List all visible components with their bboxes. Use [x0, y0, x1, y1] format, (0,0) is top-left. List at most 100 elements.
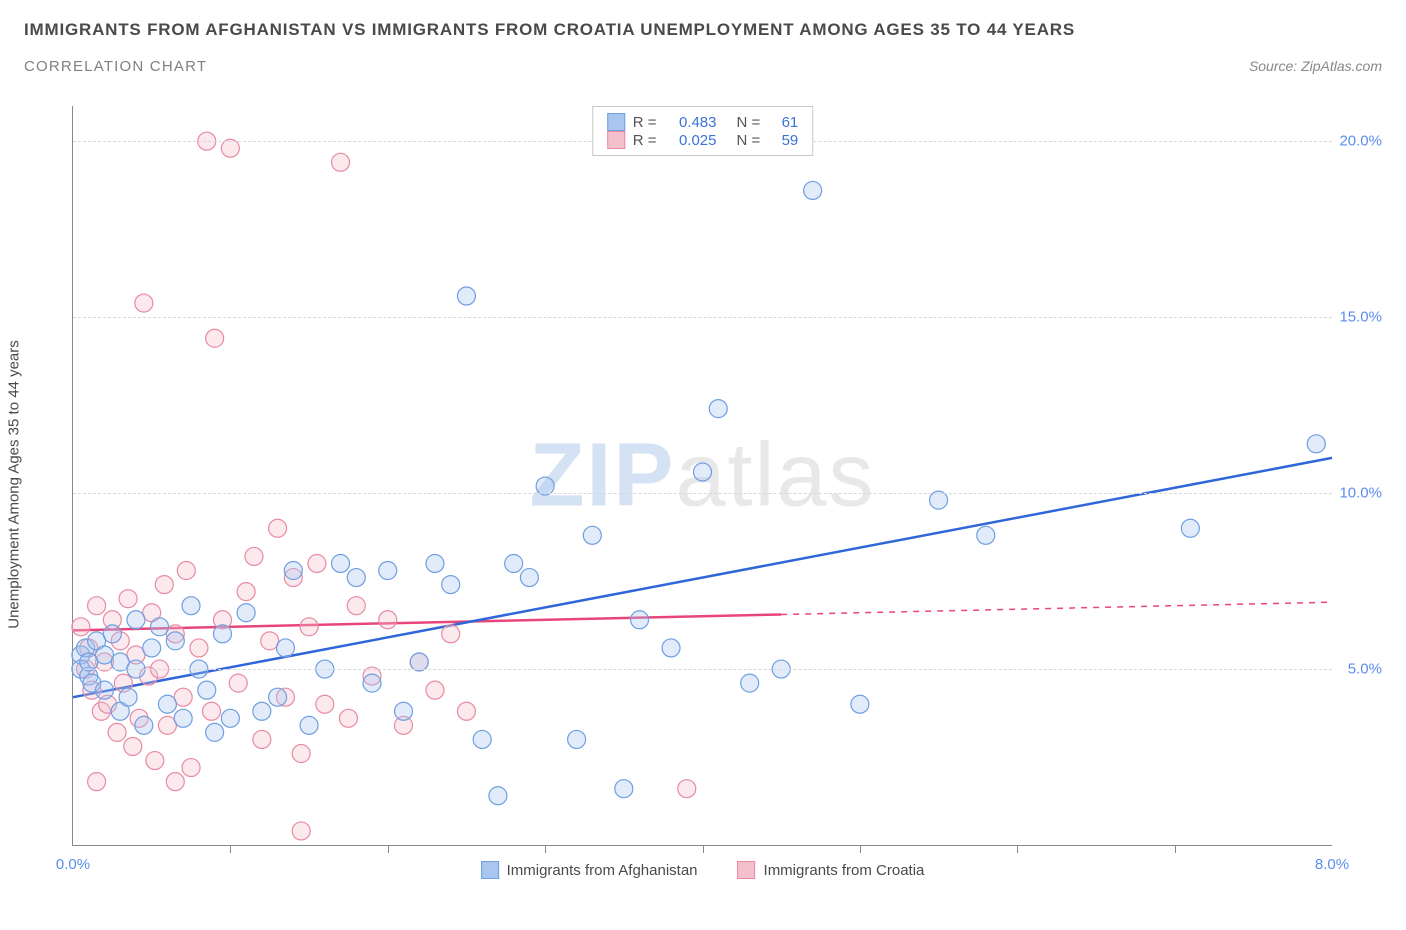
y-tick-label: 15.0% — [1339, 309, 1382, 326]
data-point-croatia — [426, 681, 444, 699]
data-point-afghanistan — [119, 688, 137, 706]
data-point-croatia — [190, 639, 208, 657]
data-point-afghanistan — [851, 695, 869, 713]
data-point-croatia — [72, 618, 90, 636]
data-point-afghanistan — [505, 554, 523, 572]
scatter-svg — [73, 106, 1332, 845]
data-point-croatia — [88, 773, 106, 791]
data-point-croatia — [119, 590, 137, 608]
data-point-afghanistan — [394, 702, 412, 720]
data-point-afghanistan — [127, 611, 145, 629]
data-point-afghanistan — [158, 695, 176, 713]
data-point-afghanistan — [804, 181, 822, 199]
data-point-afghanistan — [347, 569, 365, 587]
data-point-afghanistan — [237, 604, 255, 622]
data-point-croatia — [300, 618, 318, 636]
swatch-afghanistan-icon — [481, 861, 499, 879]
data-point-afghanistan — [379, 562, 397, 580]
data-point-croatia — [88, 597, 106, 615]
data-point-croatia — [229, 674, 247, 692]
x-tick-label: 8.0% — [1315, 856, 1349, 873]
source-attribution: Source: ZipAtlas.com — [1249, 58, 1382, 74]
data-point-croatia — [292, 822, 310, 840]
data-point-afghanistan — [95, 681, 113, 699]
chart-title: IMMIGRANTS FROM AFGHANISTAN VS IMMIGRANT… — [24, 20, 1382, 40]
data-point-afghanistan — [520, 569, 538, 587]
x-tick-mark — [703, 845, 704, 853]
x-tick-mark — [1175, 845, 1176, 853]
chart-container: Unemployment Among Ages 35 to 44 years Z… — [24, 96, 1382, 876]
data-point-afghanistan — [166, 632, 184, 650]
series-legend: Immigrants from Afghanistan Immigrants f… — [481, 861, 925, 879]
data-point-afghanistan — [709, 400, 727, 418]
legend-row-afghanistan: R = 0.483 N = 61 — [607, 113, 799, 131]
data-point-afghanistan — [741, 674, 759, 692]
data-point-croatia — [292, 745, 310, 763]
data-point-croatia — [146, 752, 164, 770]
data-point-croatia — [182, 759, 200, 777]
legend-item-croatia: Immigrants from Croatia — [738, 861, 925, 879]
data-point-croatia — [108, 723, 126, 741]
data-point-afghanistan — [103, 625, 121, 643]
swatch-croatia-icon — [738, 861, 756, 879]
data-point-afghanistan — [568, 730, 586, 748]
gridline — [73, 669, 1332, 670]
data-point-croatia — [308, 554, 326, 572]
data-point-afghanistan — [694, 463, 712, 481]
data-point-croatia — [442, 625, 460, 643]
legend-label-afghanistan: Immigrants from Afghanistan — [507, 862, 698, 879]
data-point-afghanistan — [269, 688, 287, 706]
data-point-afghanistan — [135, 716, 153, 734]
data-point-croatia — [316, 695, 334, 713]
y-tick-label: 10.0% — [1339, 485, 1382, 502]
data-point-afghanistan — [1181, 519, 1199, 537]
data-point-croatia — [269, 519, 287, 537]
correlation-legend: R = 0.483 N = 61 R = 0.025 N = 59 — [592, 106, 814, 156]
x-tick-mark — [388, 845, 389, 853]
data-point-afghanistan — [214, 625, 232, 643]
data-point-afghanistan — [206, 723, 224, 741]
data-point-afghanistan — [284, 562, 302, 580]
data-point-afghanistan — [631, 611, 649, 629]
data-point-croatia — [347, 597, 365, 615]
y-tick-label: 20.0% — [1339, 133, 1382, 150]
data-point-afghanistan — [583, 526, 601, 544]
data-point-croatia — [678, 780, 696, 798]
gridline — [73, 317, 1332, 318]
swatch-afghanistan — [607, 113, 625, 131]
legend-item-afghanistan: Immigrants from Afghanistan — [481, 861, 698, 879]
data-point-afghanistan — [442, 576, 460, 594]
data-point-croatia — [124, 737, 142, 755]
data-point-afghanistan — [363, 674, 381, 692]
data-point-afghanistan — [174, 709, 192, 727]
data-point-afghanistan — [489, 787, 507, 805]
data-point-croatia — [457, 702, 475, 720]
data-point-afghanistan — [615, 780, 633, 798]
data-point-croatia — [379, 611, 397, 629]
y-tick-label: 5.0% — [1348, 661, 1382, 678]
data-point-croatia — [237, 583, 255, 601]
data-point-croatia — [253, 730, 271, 748]
legend-label-croatia: Immigrants from Croatia — [764, 862, 925, 879]
data-point-croatia — [202, 702, 220, 720]
data-point-afghanistan — [221, 709, 239, 727]
gridline — [73, 493, 1332, 494]
data-point-afghanistan — [182, 597, 200, 615]
data-point-afghanistan — [332, 554, 350, 572]
data-point-afghanistan — [426, 554, 444, 572]
x-tick-mark — [860, 845, 861, 853]
x-tick-mark — [545, 845, 546, 853]
data-point-afghanistan — [662, 639, 680, 657]
data-point-afghanistan — [300, 716, 318, 734]
x-tick-mark — [1017, 845, 1018, 853]
data-point-afghanistan — [151, 618, 169, 636]
plot-area: ZIPatlas R = 0.483 N = 61 R = 0.025 N = … — [72, 106, 1332, 846]
data-point-afghanistan — [457, 287, 475, 305]
data-point-croatia — [177, 562, 195, 580]
data-point-afghanistan — [276, 639, 294, 657]
legend-row-croatia: R = 0.025 N = 59 — [607, 131, 799, 149]
x-tick-label: 0.0% — [56, 856, 90, 873]
data-point-afghanistan — [977, 526, 995, 544]
data-point-afghanistan — [1307, 435, 1325, 453]
data-point-afghanistan — [253, 702, 271, 720]
